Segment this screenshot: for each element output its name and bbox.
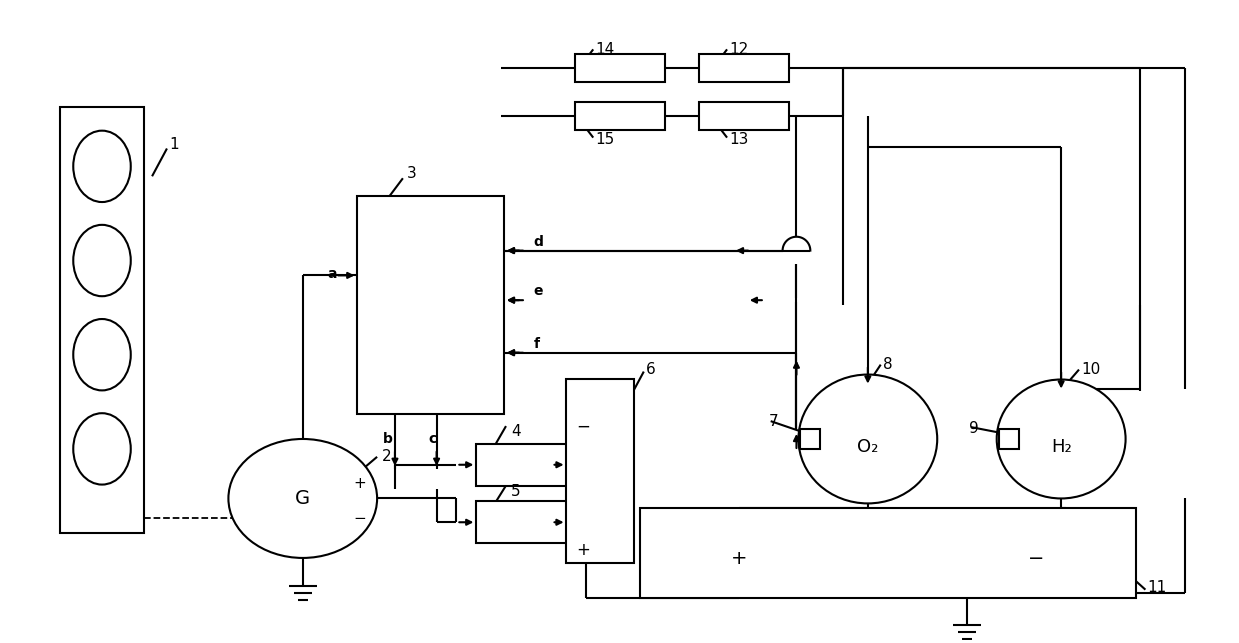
Text: 2: 2 <box>382 449 392 464</box>
Text: f: f <box>534 337 540 351</box>
Ellipse shape <box>73 319 131 390</box>
Text: d: d <box>534 235 544 249</box>
Bar <box>357 196 504 414</box>
Bar <box>999 429 1018 449</box>
Text: −: − <box>576 417 590 435</box>
Text: 3: 3 <box>406 167 416 181</box>
Text: 1: 1 <box>169 136 178 152</box>
Ellipse shape <box>228 439 377 558</box>
Text: c: c <box>429 432 437 446</box>
Text: a: a <box>327 267 337 282</box>
Bar <box>575 102 664 130</box>
Text: 8: 8 <box>882 357 892 372</box>
Bar <box>59 107 144 533</box>
Bar <box>699 102 788 130</box>
Text: e: e <box>534 284 543 298</box>
Text: 7: 7 <box>768 414 778 429</box>
Text: −: − <box>353 511 366 526</box>
Text: G: G <box>295 489 310 508</box>
Text: 12: 12 <box>729 42 748 57</box>
Ellipse shape <box>73 131 131 202</box>
Text: 9: 9 <box>969 421 979 436</box>
Text: +: + <box>731 549 747 568</box>
Text: +: + <box>576 541 590 559</box>
Text: +: + <box>353 476 366 491</box>
Text: 4: 4 <box>510 424 520 439</box>
Text: 6: 6 <box>646 361 655 377</box>
Text: −: − <box>1028 549 1044 568</box>
Ellipse shape <box>73 225 131 296</box>
Bar <box>476 444 570 485</box>
Bar <box>566 379 634 563</box>
Bar <box>800 429 820 449</box>
Text: 10: 10 <box>1080 361 1100 377</box>
Ellipse shape <box>996 379 1125 498</box>
Text: 5: 5 <box>510 484 520 498</box>
Text: H₂: H₂ <box>1051 438 1072 456</box>
Text: b: b <box>383 432 393 446</box>
Bar <box>575 54 664 82</box>
Text: O₂: O₂ <box>857 438 878 456</box>
Text: 15: 15 <box>595 132 615 147</box>
Ellipse shape <box>798 374 937 503</box>
Text: 11: 11 <box>1147 580 1167 595</box>
Bar <box>699 54 788 82</box>
Bar <box>639 509 1135 597</box>
Text: 13: 13 <box>729 132 748 147</box>
Text: 14: 14 <box>595 42 615 57</box>
Ellipse shape <box>73 413 131 485</box>
Bar <box>476 502 570 543</box>
